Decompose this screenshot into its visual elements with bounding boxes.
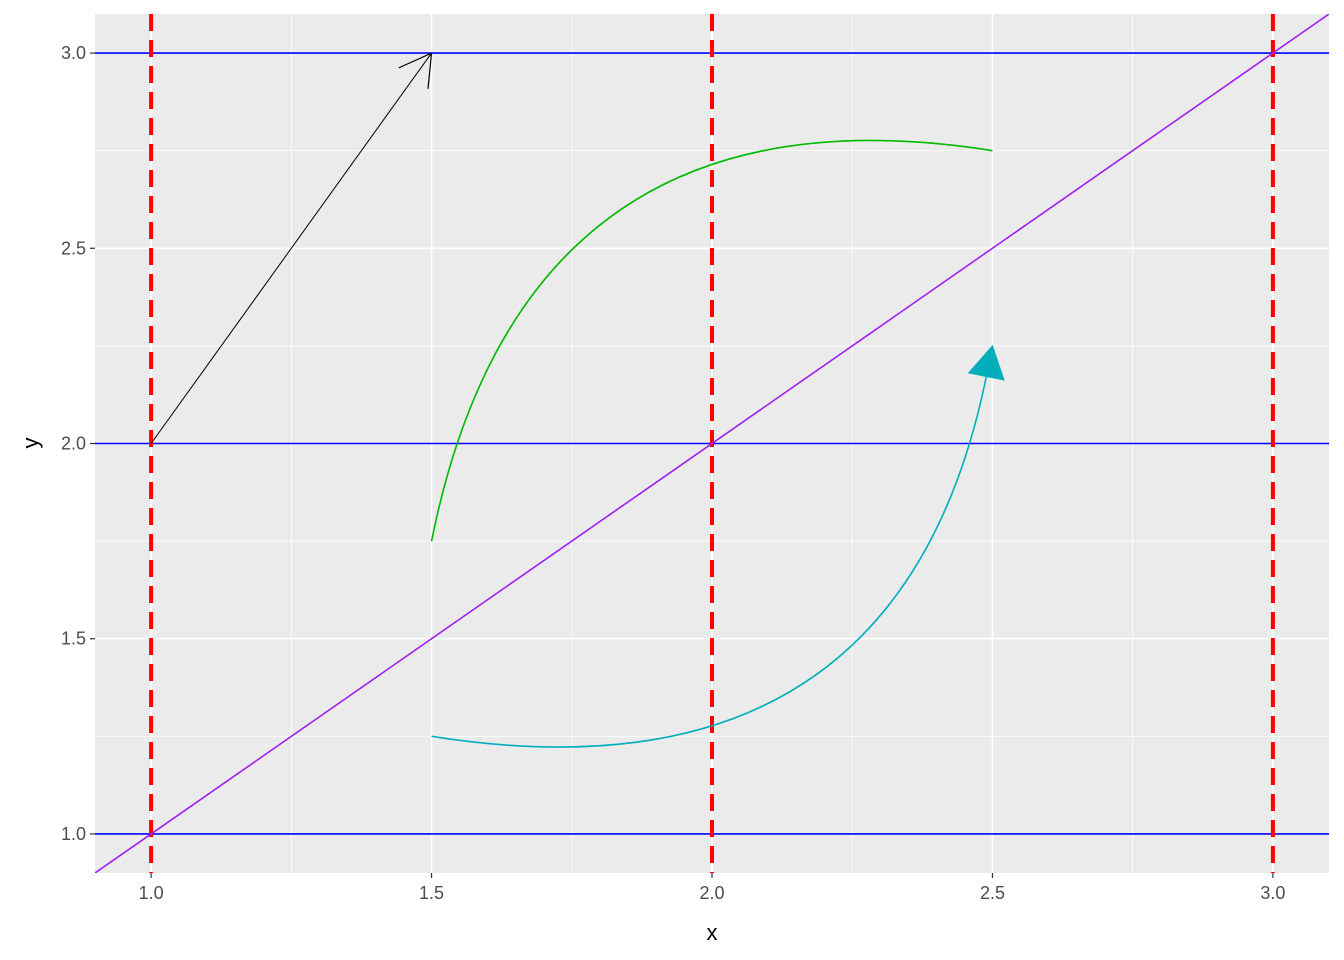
layers — [95, 14, 1329, 873]
clipped-layers — [95, 14, 1329, 873]
y-tick-label: 3.0 — [61, 43, 86, 63]
x-tick-label: 2.5 — [980, 883, 1005, 903]
x-axis: 1.0 1.5 2.0 2.5 3.0 — [139, 873, 1285, 903]
y-axis-label: y — [18, 438, 43, 449]
y-tick-label: 2.5 — [61, 238, 86, 258]
arrow-segment — [150, 52, 432, 444]
y-tick-label: 1.5 — [61, 629, 86, 649]
x-axis-label: x — [707, 920, 718, 945]
arrow-head-open — [398, 52, 433, 89]
curve — [430, 139, 993, 542]
x-tick-label: 2.0 — [699, 883, 724, 903]
x-tick-label: 1.0 — [139, 883, 164, 903]
abline — [95, 14, 1329, 873]
y-axis: 1.0 1.5 2.0 2.5 3.0 — [61, 43, 95, 844]
y-tick-label: 2.0 — [61, 434, 86, 454]
y-tick-label: 1.0 — [61, 824, 86, 844]
x-tick-label: 3.0 — [1260, 883, 1285, 903]
curve — [431, 373, 988, 748]
x-tick-label: 1.5 — [419, 883, 444, 903]
